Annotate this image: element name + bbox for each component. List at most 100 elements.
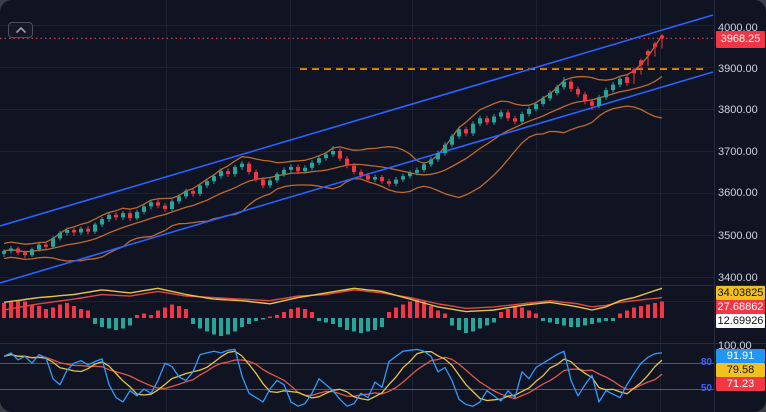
candle-body — [597, 97, 601, 106]
candle-body — [9, 248, 13, 251]
momentum-histogram-bar — [373, 318, 377, 330]
momentum-histogram-bar — [380, 318, 384, 327]
candle-body — [415, 169, 419, 173]
oscillator-value-badge: 91.91 — [716, 349, 765, 363]
collapse-pane-button[interactable] — [8, 22, 33, 38]
candle-body — [604, 90, 608, 98]
candle-body — [16, 248, 20, 253]
momentum-histogram-bar — [114, 318, 118, 330]
chevron-up-icon — [15, 27, 26, 33]
momentum-histogram-bar — [128, 318, 132, 326]
oscillator-value-badge: 79.58 — [716, 363, 765, 377]
candle-body — [401, 176, 405, 180]
momentum-histogram-bar — [520, 307, 524, 318]
momentum-histogram-bar — [9, 301, 13, 318]
candle-body — [583, 94, 587, 102]
candle-body — [268, 180, 272, 186]
momentum-yellow-line — [3, 287, 663, 313]
bollinger-basis — [3, 76, 663, 253]
candle-body — [170, 201, 174, 209]
momentum-histogram-bar — [576, 318, 580, 327]
candle-body — [128, 213, 132, 219]
price-scale-label: 3600.00 — [718, 187, 758, 199]
momentum-histogram-bar — [478, 318, 482, 329]
momentum-histogram-bar — [79, 309, 83, 318]
momentum-histogram-bar — [149, 315, 153, 318]
candle-body — [156, 202, 160, 206]
momentum-histogram-bar — [65, 303, 69, 318]
price-scale-label: 3500.00 — [718, 230, 758, 242]
candle-body — [429, 159, 433, 165]
candle-body — [387, 181, 391, 184]
trendline — [0, 14, 714, 227]
candle-body — [541, 98, 545, 104]
momentum-histogram-bar — [177, 306, 181, 318]
candle-body — [373, 177, 377, 180]
candle-body — [380, 177, 384, 182]
momentum-histogram-bar — [597, 318, 601, 323]
candle-body — [135, 211, 139, 219]
momentum-histogram-bar — [107, 318, 111, 329]
momentum-histogram-bar — [30, 304, 34, 318]
candle-body — [51, 238, 55, 247]
candle-body — [317, 158, 321, 163]
momentum-histogram-bar — [93, 318, 97, 324]
candle-body — [443, 144, 447, 154]
candle-body — [37, 244, 41, 250]
candle-body — [625, 77, 629, 83]
momentum-histogram-bar — [191, 318, 195, 324]
price-scale-label: 3700.00 — [718, 146, 758, 158]
momentum-histogram-bar — [604, 318, 608, 321]
candle-body — [471, 123, 475, 134]
candle-body — [149, 202, 153, 207]
momentum-histogram-bar — [289, 309, 293, 318]
momentum-histogram-bar — [86, 310, 90, 318]
momentum-histogram-bar — [408, 301, 412, 318]
momentum-histogram-bar — [2, 303, 6, 318]
momentum-histogram-bar — [247, 318, 251, 324]
indicator-value-badge: 27.68862 — [716, 300, 765, 314]
candle-body — [86, 228, 90, 232]
candle-body — [275, 174, 279, 181]
candle-body — [478, 118, 482, 124]
momentum-histogram-bar — [282, 312, 286, 318]
momentum-histogram-bar — [611, 318, 615, 321]
candle-body — [499, 112, 503, 117]
candle-body — [324, 154, 328, 159]
bollinger-upper-band — [3, 34, 663, 245]
momentum-histogram-bar — [415, 300, 419, 318]
candle-body — [289, 166, 293, 170]
candle-body — [366, 175, 370, 180]
candle-body — [198, 185, 202, 194]
momentum-histogram-bar — [16, 300, 20, 318]
candle-body — [576, 88, 580, 95]
candle-body — [492, 116, 496, 123]
candle-body — [303, 167, 307, 172]
momentum-histogram-bar — [429, 306, 433, 318]
momentum-histogram-bar — [212, 318, 216, 335]
candle-body — [569, 81, 573, 89]
candle-body — [142, 206, 146, 212]
momentum-histogram-bar — [198, 318, 202, 329]
momentum-histogram-bar — [72, 306, 76, 318]
momentum-histogram-bar — [352, 318, 356, 332]
momentum-histogram-bar — [317, 318, 321, 321]
momentum-histogram-bar — [394, 307, 398, 318]
momentum-red-line — [3, 289, 663, 311]
momentum-histogram-bar — [226, 318, 230, 335]
candle-body — [100, 219, 104, 225]
candle-body — [338, 151, 342, 159]
candle-body — [548, 93, 552, 99]
momentum-histogram-bar — [569, 318, 573, 327]
candle-body — [177, 196, 181, 202]
candle-body — [359, 172, 363, 176]
candle-body — [618, 78, 622, 85]
momentum-histogram-bar — [219, 318, 223, 336]
momentum-histogram-bar — [233, 318, 237, 332]
candle-body — [590, 101, 594, 106]
momentum-histogram-bar — [296, 307, 300, 318]
candle-body — [331, 151, 335, 155]
momentum-histogram-bar — [513, 306, 517, 318]
momentum-histogram-bar — [156, 310, 160, 318]
